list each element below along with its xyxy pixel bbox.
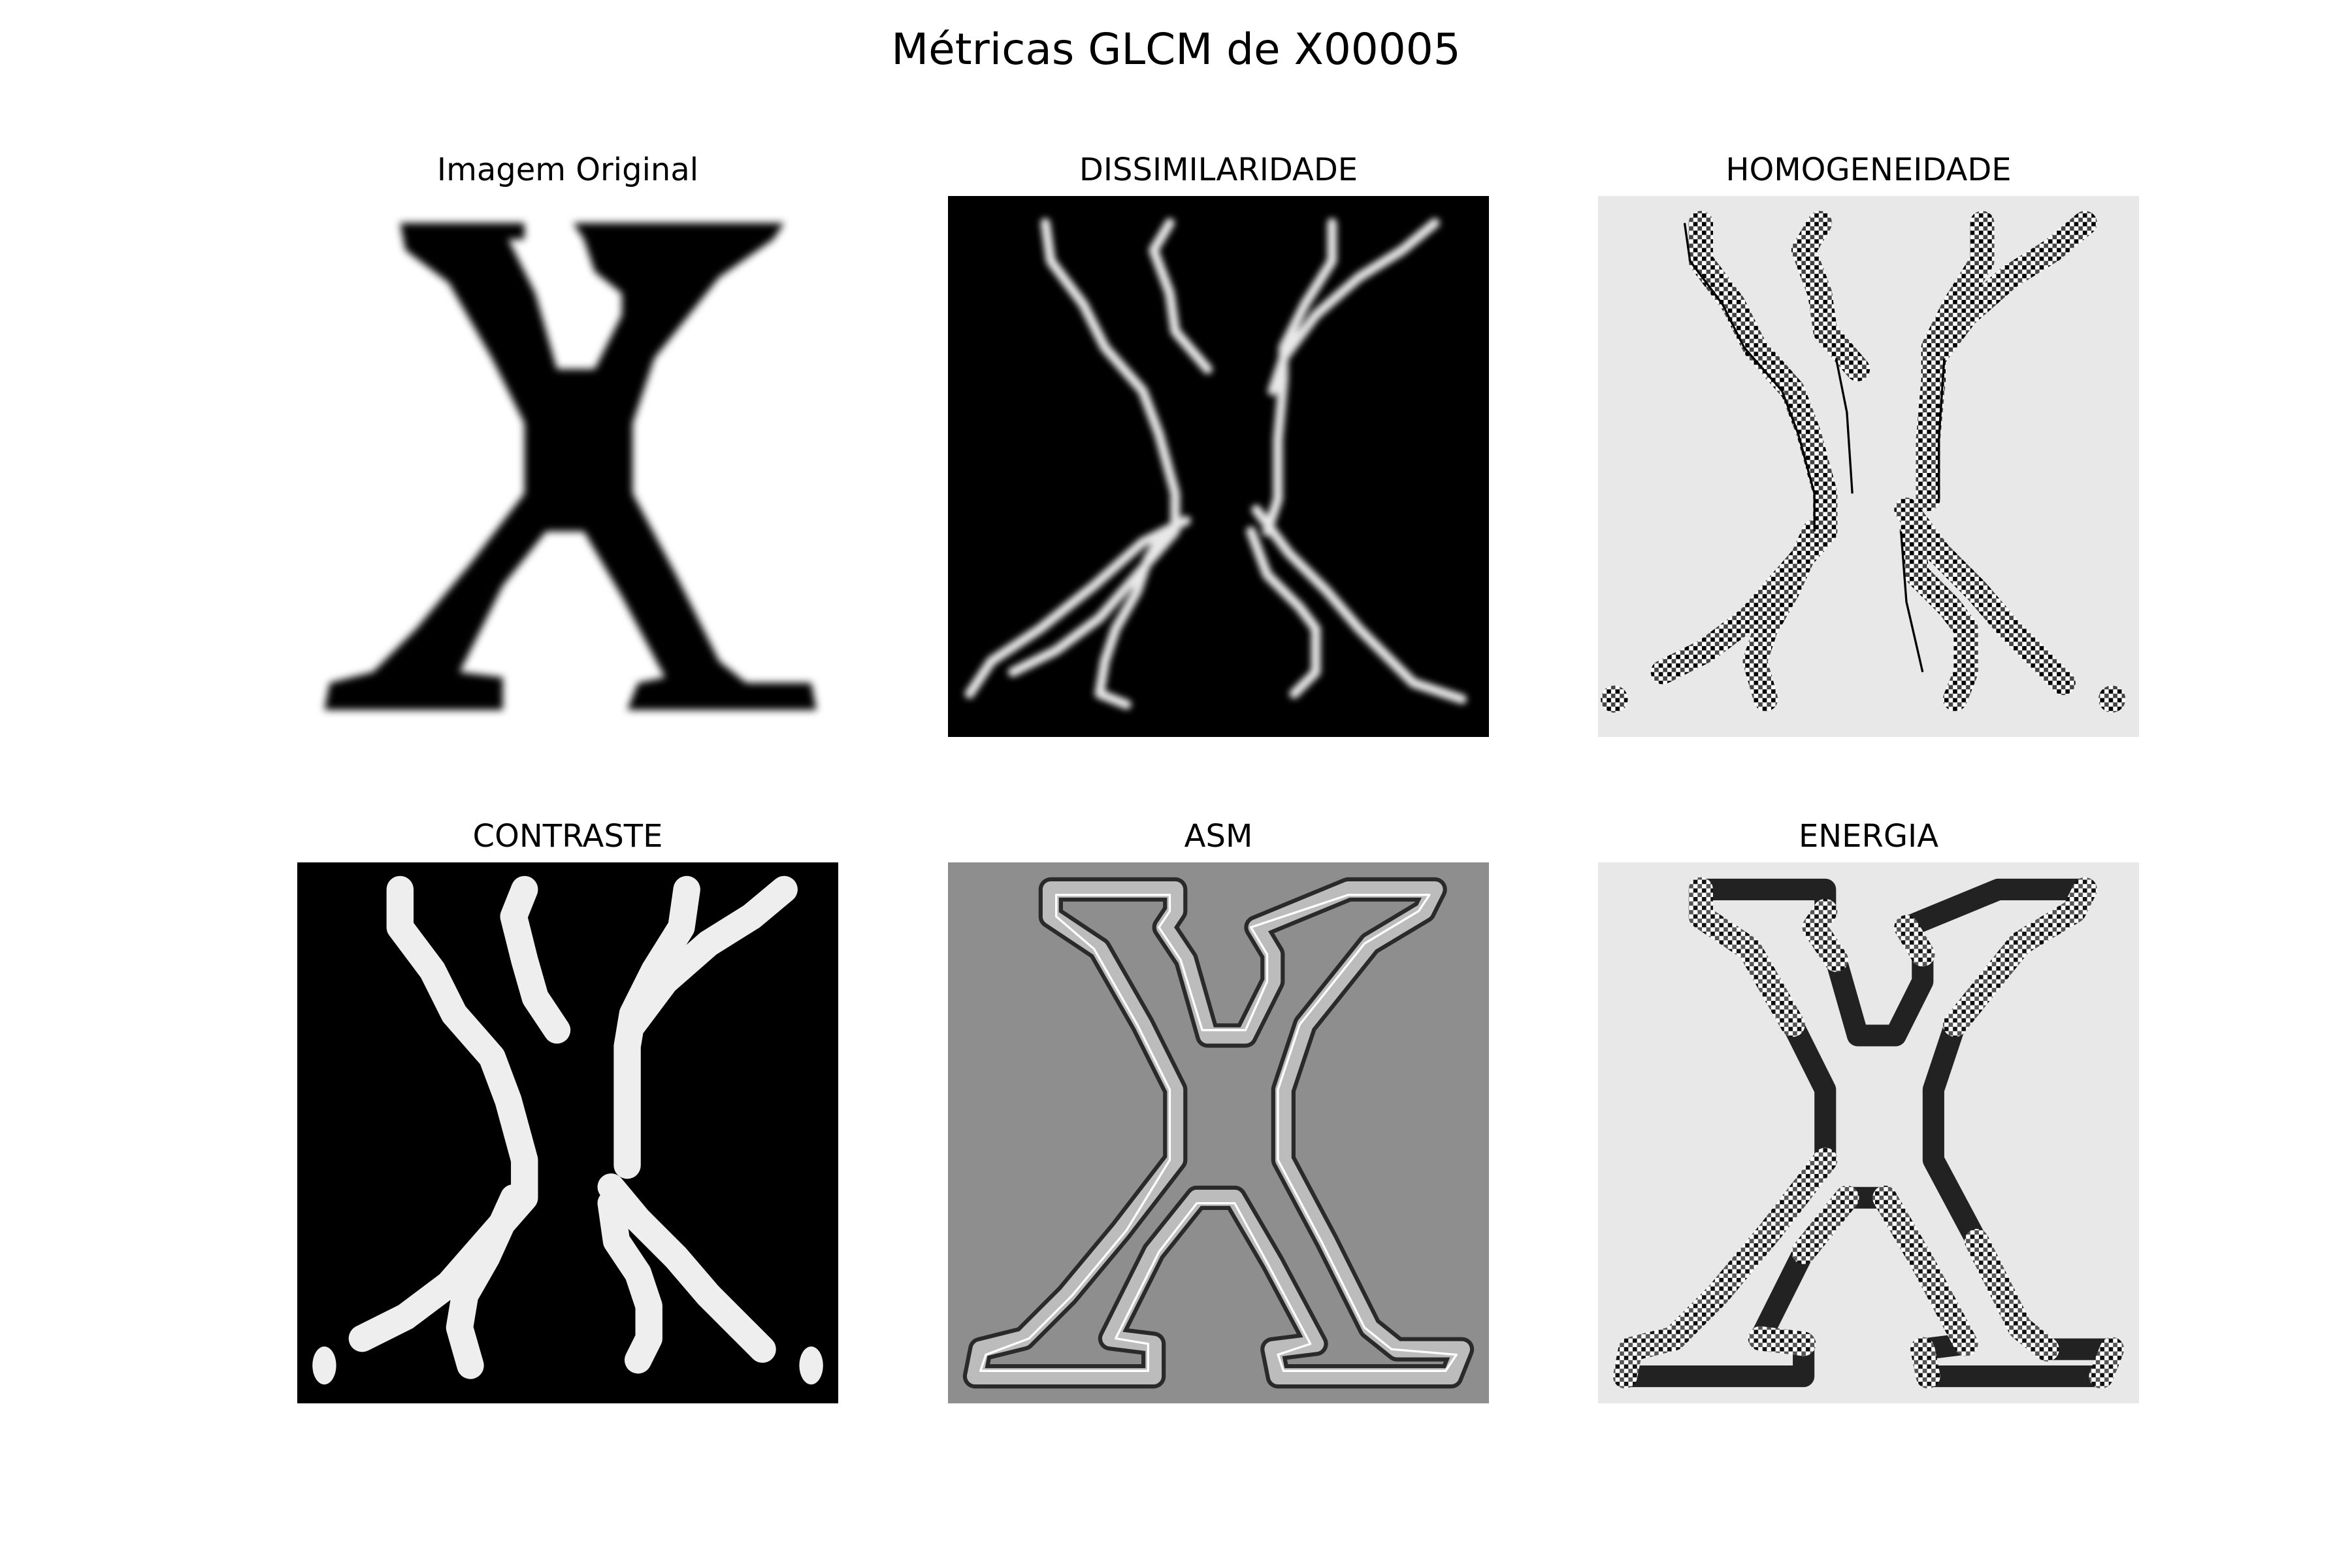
- panel-title-dissimilarity: DISSIMILARIDADE: [1079, 152, 1358, 188]
- panel-title-asm: ASM: [1184, 818, 1253, 855]
- homogeneity-map: [1598, 196, 2139, 737]
- asm-map: [948, 862, 1489, 1403]
- original-image: [297, 196, 838, 737]
- dissimilarity-map: [948, 196, 1489, 737]
- panel-title-energy: ENERGIA: [1798, 818, 1939, 855]
- energy-map: [1598, 862, 2139, 1403]
- panel-title-homogeneity: HOMOGENEIDADE: [1725, 152, 2012, 188]
- figure-title: Métricas GLCM de X00005: [891, 24, 1461, 74]
- panel-title-original: Imagem Original: [436, 152, 699, 188]
- contrast-map: [297, 862, 838, 1403]
- panel-title-contrast: CONTRASTE: [472, 818, 663, 855]
